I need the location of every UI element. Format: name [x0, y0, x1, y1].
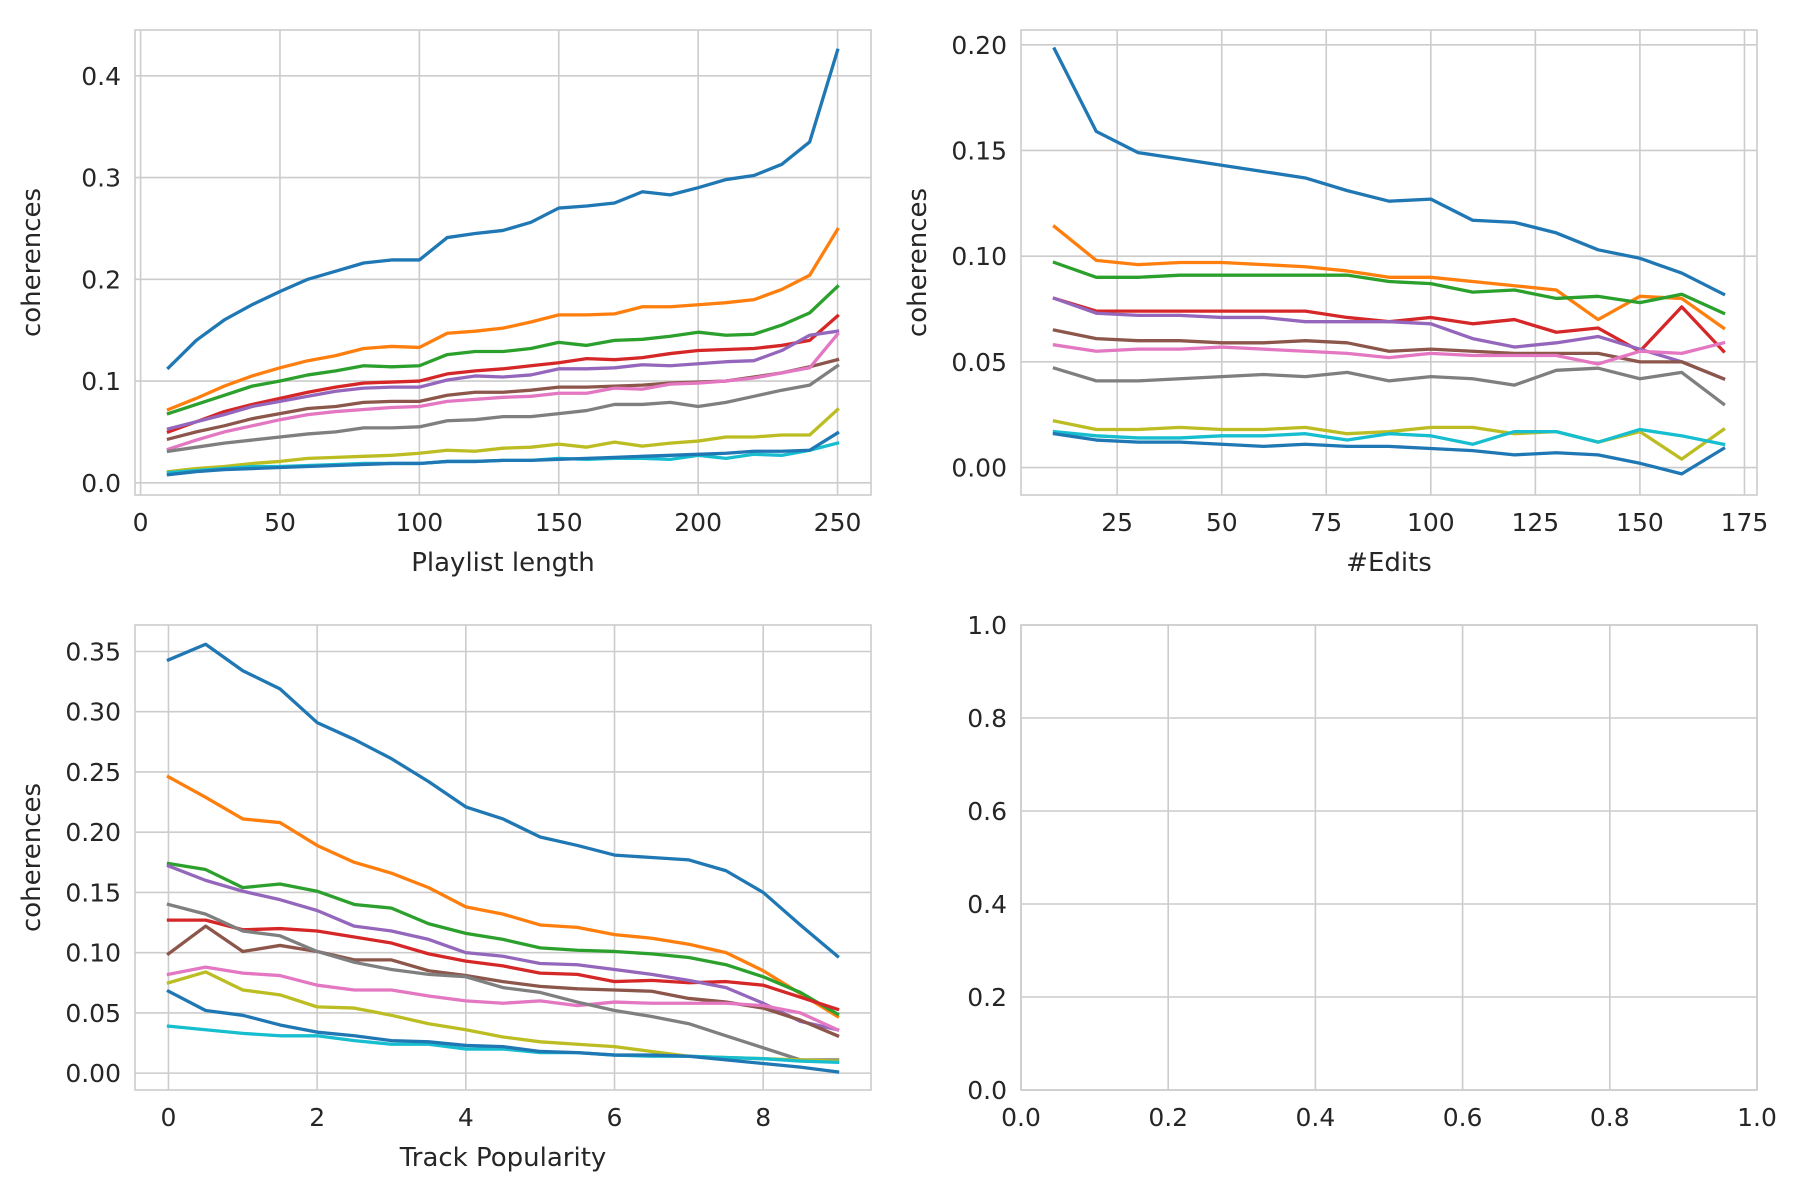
subplot-edits-ytick-label-1: 0.05	[951, 348, 1007, 377]
subplot-empty-ytick-label-4: 0.8	[967, 704, 1007, 733]
subplot-playlist-length-ylabel: coherences	[17, 188, 47, 337]
subplot-edits-series-5	[1052, 328, 1726, 381]
subplot-empty-xtick-label-3: 0.6	[1443, 1103, 1483, 1132]
subplot-playlist-length-series-10	[166, 430, 840, 477]
subplot-playlist-length-ytick-label-0: 0.0	[81, 469, 121, 498]
subplot-track-popularity-ytick-label-6: 0.30	[65, 698, 121, 727]
subplot-edits-xtick-label-4: 125	[1512, 508, 1560, 537]
subplot-track-popularity-series-7	[166, 902, 840, 1062]
subplot-empty-ytick-label-1: 0.2	[967, 983, 1007, 1012]
subplot-playlist-length: 0 50 100 150 200 250 0.0 0.1 0.2 0.3 0.4 Playlist l…	[17, 29, 872, 578]
subplot-empty: 0.0 0.2 0.4 0.6 0.8 1.0 0.0 0.2 0.4 0.6 0.8 1.0	[967, 611, 1777, 1132]
subplot-playlist-length-series-8	[166, 407, 840, 474]
subplot-edits-ylabel: coherences	[903, 188, 933, 337]
subplot-edits-series-7	[1052, 366, 1726, 407]
subplot-edits-xtick-label-6: 175	[1721, 508, 1769, 537]
subplot-playlist-length-series-4	[166, 329, 840, 431]
subplot-edits-series-1	[1052, 224, 1726, 331]
subplot-track-popularity-series-6	[166, 965, 840, 1032]
subplot-edits-series-9	[1052, 427, 1726, 447]
subplot-playlist-length-xtick-label-0: 0	[133, 508, 149, 537]
subplot-playlist-length-xtick-label-5: 250	[814, 508, 862, 537]
subplot-playlist-length-xtick-label-1: 50	[264, 508, 296, 537]
subplot-playlist-length-ytick-label-2: 0.2	[81, 265, 121, 294]
subplot-edits-xlabel: #Edits	[1346, 548, 1432, 578]
subplot-playlist-length-frame	[134, 29, 872, 496]
subplot-track-popularity-series-9	[166, 1024, 840, 1064]
subplot-playlist-length-series-1	[166, 227, 840, 412]
subplot-playlist-length-ytick-label-3: 0.3	[81, 164, 121, 193]
subplot-track-popularity-ytick-label-5: 0.25	[65, 758, 121, 787]
subplot-track-popularity-xtick-label-2: 4	[458, 1103, 474, 1132]
subplot-edits-series-2	[1052, 260, 1726, 316]
subplot-empty-ytick-label-5: 1.0	[967, 611, 1007, 640]
subplot-edits-ytick-label-2: 0.10	[951, 242, 1007, 271]
subplot-edits-frame	[1020, 29, 1758, 496]
subplot-playlist-length-xtick-label-3: 150	[535, 508, 583, 537]
subplot-track-popularity: 0 2 4 6 8 0.00 0.05 0.10 0.15 0.20 0.25 0.30 0.35 Tra…	[17, 624, 872, 1173]
subplot-edits-series-8	[1052, 419, 1726, 461]
subplot-edits-xtick-label-3: 100	[1407, 508, 1455, 537]
subplot-playlist-length-series-0	[166, 48, 840, 371]
subplot-track-popularity-series-0	[166, 642, 840, 959]
subplot-edits-xtick-label-2: 75	[1310, 508, 1342, 537]
subplot-edits-xtick-label-0: 25	[1101, 508, 1133, 537]
subplot-track-popularity-ytick-label-2: 0.10	[65, 939, 121, 968]
subplot-playlist-length-ytick-label-1: 0.1	[81, 367, 121, 396]
subplot-edits: 25 50 75 100 125 150 175 0.00 0.05 0.10 0.15 0.20 #E…	[903, 29, 1769, 578]
subplot-edits-xtick-label-1: 50	[1206, 508, 1238, 537]
subplot-empty-frame	[1020, 624, 1758, 1091]
subplot-empty-xtick-label-4: 0.8	[1590, 1103, 1630, 1132]
subplot-track-popularity-series-5	[166, 924, 840, 1038]
subplot-track-popularity-ytick-label-4: 0.20	[65, 818, 121, 847]
subplot-track-popularity-series-3	[166, 918, 840, 1012]
subplot-track-popularity-series-1	[166, 774, 840, 1019]
subplot-empty-xtick-label-0: 0.0	[1001, 1103, 1041, 1132]
subplot-track-popularity-frame	[134, 624, 872, 1091]
subplot-track-popularity-ytick-label-0: 0.00	[65, 1059, 121, 1088]
subplot-track-popularity-xtick-label-4: 8	[755, 1103, 771, 1132]
subplot-track-popularity-series-10	[166, 988, 840, 1074]
subplot-empty-xtick-label-2: 0.4	[1296, 1103, 1336, 1132]
subplot-track-popularity-series-2	[166, 861, 840, 1017]
subplot-playlist-length-ytick-label-4: 0.4	[81, 62, 121, 91]
subplot-playlist-length-series-7	[166, 363, 840, 454]
subplot-playlist-length-xtick-label-2: 100	[396, 508, 444, 537]
subplot-empty-xtick-label-5: 1.0	[1737, 1103, 1777, 1132]
subplot-empty-ytick-label-0: 0.0	[967, 1076, 1007, 1105]
subplot-track-popularity-ytick-label-1: 0.05	[65, 999, 121, 1028]
subplot-empty-ytick-label-2: 0.4	[967, 890, 1007, 919]
subplot-edits-ytick-label-4: 0.20	[951, 31, 1007, 60]
subplot-edits-series-0	[1052, 46, 1726, 297]
subplot-edits-ytick-label-0: 0.00	[951, 454, 1007, 483]
subplot-track-popularity-ytick-label-7: 0.35	[65, 638, 121, 667]
subplot-track-popularity-ytick-label-3: 0.15	[65, 878, 121, 907]
subplot-edits-ytick-label-3: 0.15	[951, 136, 1007, 165]
subplot-edits-series-10	[1052, 431, 1726, 476]
subplot-playlist-length-series-3	[166, 313, 840, 435]
subplot-track-popularity-series-4	[166, 863, 840, 1032]
subplot-track-popularity-xtick-label-0: 0	[161, 1103, 177, 1132]
subplot-playlist-length-series-6	[166, 331, 840, 452]
subplot-playlist-length-series-2	[166, 284, 840, 416]
subplot-empty-ytick-label-3: 0.6	[967, 797, 1007, 826]
subplot-track-popularity-xlabel: Track Popularity	[399, 1143, 607, 1173]
subplot-edits-series-4	[1052, 296, 1726, 381]
subplot-playlist-length-xtick-label-4: 200	[674, 508, 722, 537]
subplot-edits-series-6	[1052, 340, 1726, 366]
subplot-track-popularity-xtick-label-1: 2	[309, 1103, 325, 1132]
subplot-track-popularity-ylabel: coherences	[17, 783, 47, 932]
subplot-playlist-length-xlabel: Playlist length	[411, 548, 595, 578]
subplot-edits-xtick-label-5: 150	[1616, 508, 1664, 537]
subplot-empty-xtick-label-1: 0.2	[1148, 1103, 1188, 1132]
subplot-track-popularity-xtick-label-3: 6	[607, 1103, 623, 1132]
